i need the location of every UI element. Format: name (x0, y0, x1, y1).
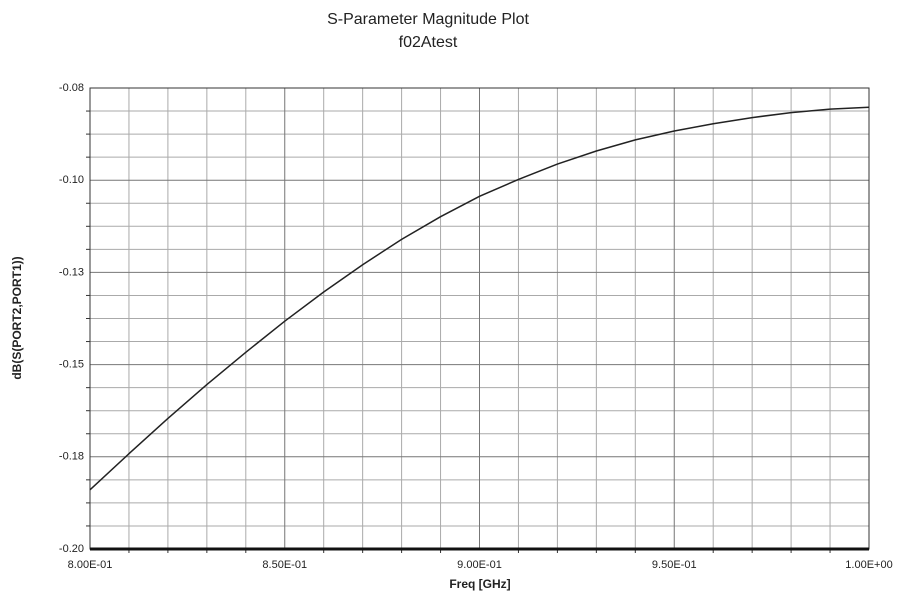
y-tick-label: -0.18 (59, 451, 84, 463)
x-tick-label: 9.00E-01 (457, 559, 502, 571)
y-tick-label: -0.20 (59, 543, 84, 555)
y-tick-label: -0.10 (59, 174, 84, 186)
x-axis-label: Freq [GHz] (449, 577, 510, 591)
chart-title: S-Parameter Magnitude Plot (327, 11, 529, 28)
y-tick-label: -0.13 (59, 266, 84, 278)
x-tick-label: 8.50E-01 (262, 559, 307, 571)
series-line (89, 106, 870, 491)
y-axis-label: dB(S(PORT2,PORT1)) (10, 256, 24, 379)
chart-subtitle: f02Atest (399, 34, 458, 51)
x-tick-label: 1.00E+00 (845, 559, 892, 571)
x-tick-label: 9.50E-01 (652, 559, 697, 571)
y-tick-label: -0.08 (59, 82, 84, 94)
y-tick-label: -0.15 (59, 359, 84, 371)
x-tick-label: 8.00E-01 (68, 559, 113, 571)
